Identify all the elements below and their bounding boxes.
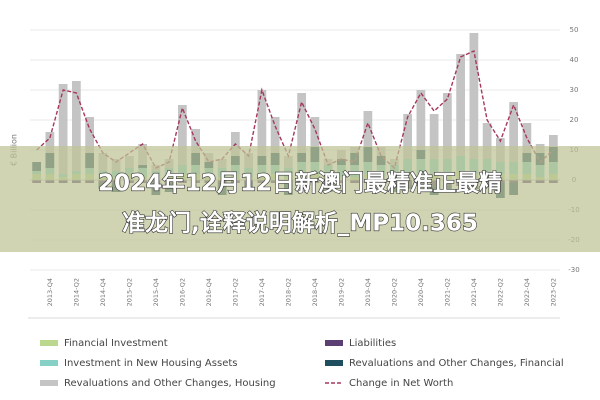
bar-segment xyxy=(363,111,373,147)
x-tick-label: 2016-Q2 xyxy=(178,278,186,306)
legend-label: Change in Net Worth xyxy=(349,378,453,389)
bar-segment xyxy=(45,132,55,153)
legend-swatch xyxy=(325,340,343,346)
overlay-banner xyxy=(0,146,600,252)
bar-segment xyxy=(191,129,200,153)
x-tick-label: 2020-Q4 xyxy=(417,278,425,306)
x-tick-label: 2021-Q4 xyxy=(470,278,478,306)
x-tick-label: 2015-Q2 xyxy=(125,278,133,306)
legend-swatch xyxy=(325,360,343,366)
bar-segment xyxy=(85,117,94,153)
x-tick-label: 2014-Q2 xyxy=(72,278,80,306)
legend-label: Revaluations and Other Changes, Housing xyxy=(64,378,276,389)
x-tick-label: 2020-Q2 xyxy=(390,278,398,306)
bar-segment xyxy=(178,105,187,165)
bar-segment xyxy=(270,117,280,153)
bar-segment xyxy=(297,93,306,153)
bar-segment xyxy=(429,114,439,159)
bar-segment xyxy=(456,54,465,156)
x-tick-label: 2022-Q4 xyxy=(523,278,531,306)
x-tick-label: 2018-Q4 xyxy=(311,278,319,306)
bar-segment xyxy=(482,123,492,159)
bar-segment xyxy=(443,93,452,159)
x-tick-label: 2017-Q4 xyxy=(258,278,266,306)
bar-segment xyxy=(549,135,558,147)
y-tick-label: 40 xyxy=(570,56,579,64)
y-tick-label: 20 xyxy=(570,116,579,124)
legend-label: Revaluations and Other Changes, Financia… xyxy=(349,358,564,369)
bar-segment xyxy=(257,90,267,156)
legend-swatch xyxy=(40,340,58,346)
bar-segment xyxy=(509,102,518,162)
x-tick-label: 2016-Q4 xyxy=(205,278,213,306)
y-tick-label: 30 xyxy=(570,86,579,94)
legend-label: Liabilities xyxy=(349,338,396,349)
overlay-text: 准龙门,诠释说明解析_MP10.365 xyxy=(122,210,478,237)
x-tick-label: 2017-Q2 xyxy=(231,278,239,306)
bar-segment xyxy=(469,33,479,159)
x-tick-label: 2019-Q4 xyxy=(364,278,372,306)
bar-segment xyxy=(58,84,68,174)
overlay-text: 2024年12月12日新澳门最精准正最精 xyxy=(98,170,502,197)
bar-segment xyxy=(310,117,320,147)
x-tick-label: 2018-Q2 xyxy=(284,278,292,306)
x-tick-label: 2015-Q4 xyxy=(152,278,160,306)
y-tick-label: -30 xyxy=(568,266,579,274)
legend-swatch xyxy=(40,360,58,366)
x-tick-label: 2021-Q2 xyxy=(443,278,451,306)
x-tick-label: 2023-Q2 xyxy=(549,278,557,306)
bar-segment xyxy=(72,81,81,171)
x-tick-label: 2013-Q4 xyxy=(46,278,54,306)
x-tick-label: 2022-Q2 xyxy=(496,278,504,306)
legend-swatch xyxy=(40,380,58,386)
x-tick-label: 2019-Q2 xyxy=(337,278,345,306)
legend-label: Financial Investment xyxy=(64,338,168,349)
y-tick-label: 50 xyxy=(570,26,579,34)
legend-label: Investment in New Housing Assets xyxy=(64,358,237,369)
bar-segment xyxy=(416,90,426,150)
x-tick-label: 2014-Q4 xyxy=(99,278,107,306)
bar-segment xyxy=(403,114,412,159)
